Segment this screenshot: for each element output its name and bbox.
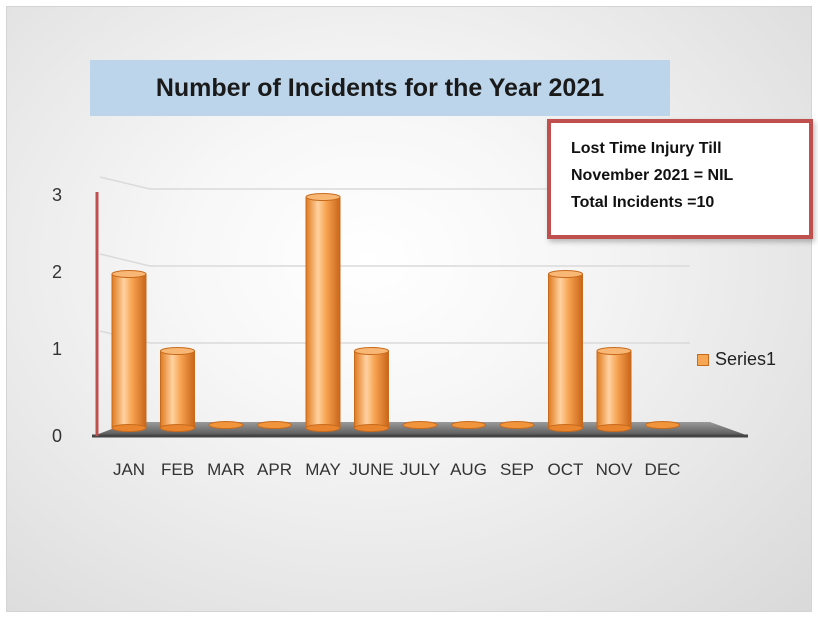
gridline-depth [99, 176, 151, 190]
bar-zero [499, 421, 535, 429]
x-tick-label: MAY [305, 460, 341, 479]
bar-base [548, 424, 583, 432]
bar-cap [354, 347, 389, 355]
x-tick-label: JUNE [349, 460, 393, 479]
x-tick-label: APR [257, 460, 292, 479]
bar-cap [596, 347, 632, 355]
y-tick-label: 0 [52, 426, 62, 446]
y-tick-label: 3 [52, 185, 62, 205]
annotation-line-3: Total Incidents =10 [571, 194, 715, 211]
chart-title-box: Number of Incidents for the Year 2021 [90, 60, 670, 116]
bar [160, 350, 195, 429]
bar [596, 350, 632, 429]
x-tick-label: MAR [207, 460, 245, 479]
bar [354, 350, 389, 429]
bar [305, 196, 341, 429]
annotation-line-2: November 2021 = NIL [571, 167, 734, 184]
y-tick-label: 2 [52, 262, 62, 282]
bar-cap [160, 347, 195, 355]
legend-swatch [697, 353, 709, 366]
bar-zero [257, 421, 292, 429]
x-tick-label: AUG [450, 460, 487, 479]
y-tick-label: 1 [52, 339, 62, 359]
bar-cap [111, 270, 147, 278]
gridline-depth [99, 253, 151, 267]
bar [548, 273, 583, 429]
bar-cap [305, 193, 341, 201]
x-tick-label: SEP [500, 460, 534, 479]
bar-zero [645, 421, 680, 429]
legend-label: Series1 [715, 349, 777, 369]
bar-base [354, 424, 389, 432]
x-tick-label: FEB [161, 460, 194, 479]
bar-base [596, 424, 632, 432]
bar-zero [208, 421, 244, 429]
x-tick-label: OCT [548, 460, 584, 479]
legend: Series1 [697, 349, 776, 370]
annotation-callout: Lost Time Injury Till November 2021 = NI… [547, 119, 813, 239]
bar-zero [402, 421, 438, 429]
bar-cap [548, 270, 583, 278]
bar [111, 273, 147, 429]
bar-zero [451, 421, 486, 429]
bar-base [111, 424, 147, 432]
bar-base [305, 424, 341, 432]
x-tick-label: DEC [645, 460, 681, 479]
x-tick-label: JULY [400, 460, 440, 479]
x-tick-label: JAN [113, 460, 145, 479]
annotation-line-1: Lost Time Injury Till [571, 140, 722, 157]
chart-title: Number of Incidents for the Year 2021 [155, 73, 605, 102]
x-tick-label: NOV [596, 460, 634, 479]
bar-base [160, 424, 195, 432]
